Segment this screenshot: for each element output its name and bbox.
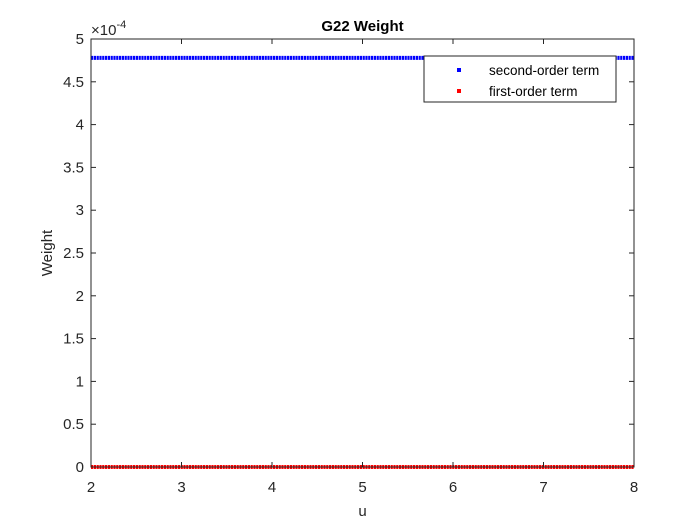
y-tick-label: 4.5 (63, 74, 84, 91)
y-tick-label: 2.5 (63, 245, 84, 262)
x-tick-label: 7 (539, 479, 547, 496)
legend-box (423, 55, 617, 103)
y-tick-label: 0 (76, 459, 84, 476)
y-axis-label: Weight (39, 229, 56, 276)
y-tick-label: 1.5 (63, 331, 84, 348)
legend-marker-second-order (457, 68, 461, 72)
x-tick-label: 3 (177, 479, 185, 496)
legend-label-second-order: second-order term (489, 63, 599, 78)
x-tick-label: 6 (449, 479, 457, 496)
legend: second-order term first-order term (423, 55, 617, 103)
legend-marker-first-order (457, 89, 461, 93)
x-tick-label: 2 (87, 479, 95, 496)
y-tick-label: 3.5 (63, 159, 84, 176)
chart-title: G22 Weight (321, 18, 403, 35)
y-tick-label: 5 (76, 31, 84, 48)
y-tick-label: 3 (76, 202, 84, 219)
y-tick-label: 0.5 (63, 416, 84, 433)
y-tick-label: 4 (76, 117, 84, 134)
x-tick-label: 8 (630, 479, 638, 496)
y-exponent-label: ×10-4 (91, 19, 126, 39)
y-exponent-power: -4 (116, 19, 126, 31)
y-exponent-base: ×10 (91, 22, 116, 39)
y-tick-label: 1 (76, 373, 84, 390)
y-tick-label: 2 (76, 288, 84, 305)
x-tick-label: 5 (358, 479, 366, 496)
x-tick-label: 4 (268, 479, 276, 496)
legend-label-first-order: first-order term (489, 84, 578, 99)
y-axis-ticks: 0 0.5 1 1.5 2 2.5 3 3.5 4 4.5 5 (63, 31, 634, 476)
x-axis-ticks: 2 3 4 5 6 7 8 (87, 39, 638, 496)
x-axis-label: u (358, 503, 366, 520)
